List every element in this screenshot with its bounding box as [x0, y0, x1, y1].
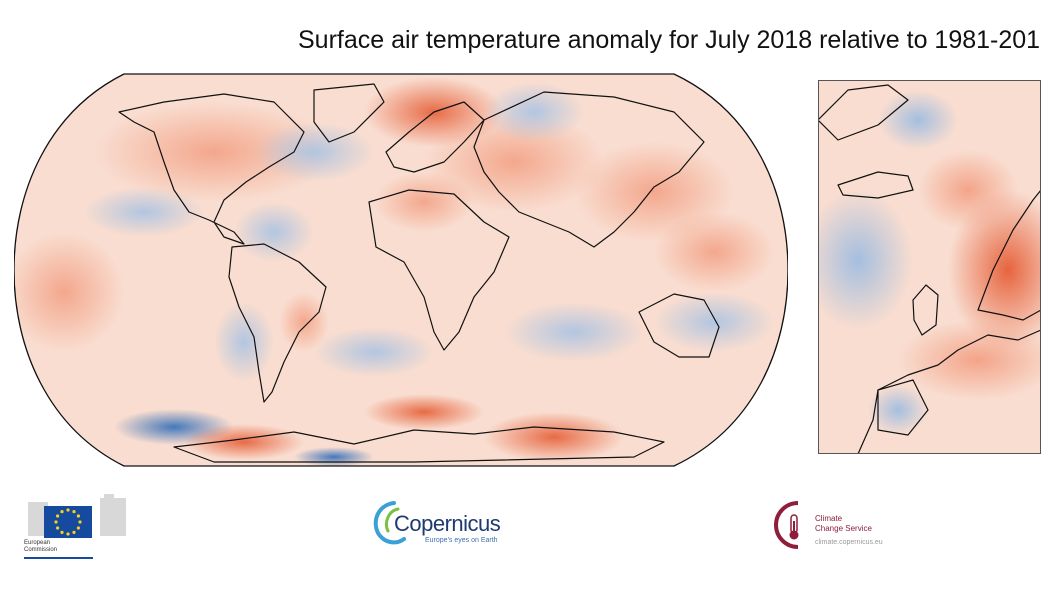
c3s-name: Climate Change Service: [815, 514, 872, 534]
ec-underline: [24, 557, 93, 559]
world-anomaly-map: [14, 73, 788, 467]
c3s-logo: [774, 501, 799, 549]
copernicus-logo: [373, 501, 406, 545]
eu-flag-icon: [44, 506, 92, 538]
c3s-line2: Change Service: [815, 524, 872, 533]
copernicus-wordmark: Copernicus: [394, 511, 501, 536]
ec-line1: European: [24, 540, 51, 546]
european-commission-logo: [28, 494, 126, 538]
c3s-line1: Climate: [815, 514, 843, 523]
ec-line2: Commission: [24, 547, 58, 553]
ec-label: European Commission: [24, 540, 57, 554]
map-title: Surface air temperature anomaly for July…: [298, 26, 1041, 54]
c3s-url: climate.copernicus.eu: [815, 539, 883, 546]
copernicus-swirl-icon: [373, 501, 406, 545]
thermometer-icon: [774, 501, 799, 549]
europe-anomaly-map: [818, 80, 1041, 454]
copernicus-tagline: Europe's eyes on Earth: [425, 537, 498, 544]
